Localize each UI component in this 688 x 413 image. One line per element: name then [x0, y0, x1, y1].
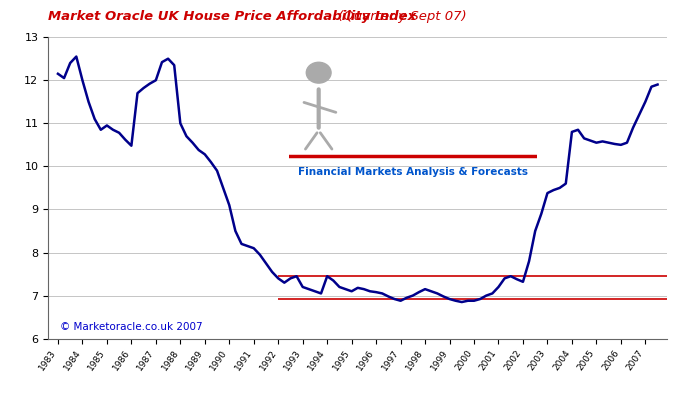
Ellipse shape: [306, 62, 331, 83]
Text: Financial Markets Analysis & Forecasts: Financial Markets Analysis & Forecasts: [298, 167, 528, 177]
Text: (Quarterly Sept 07): (Quarterly Sept 07): [334, 10, 466, 23]
FancyArrowPatch shape: [305, 133, 317, 149]
FancyArrowPatch shape: [304, 102, 336, 112]
Text: Market Oracle UK House Price Affordability Index: Market Oracle UK House Price Affordabili…: [48, 10, 416, 23]
Text: MarketOracle.co.uk: MarketOracle.co.uk: [352, 86, 513, 101]
FancyArrowPatch shape: [321, 133, 332, 149]
Text: © Marketoracle.co.uk 2007: © Marketoracle.co.uk 2007: [61, 322, 203, 332]
